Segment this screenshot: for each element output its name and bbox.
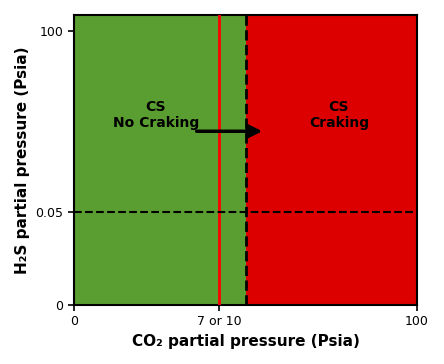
Y-axis label: H₂S partial pressure (Psia): H₂S partial pressure (Psia)	[15, 46, 30, 274]
X-axis label: CO₂ partial pressure (Psia): CO₂ partial pressure (Psia)	[131, 334, 360, 349]
Text: CS
No Craking: CS No Craking	[113, 100, 199, 130]
Text: CS
Craking: CS Craking	[309, 100, 369, 130]
